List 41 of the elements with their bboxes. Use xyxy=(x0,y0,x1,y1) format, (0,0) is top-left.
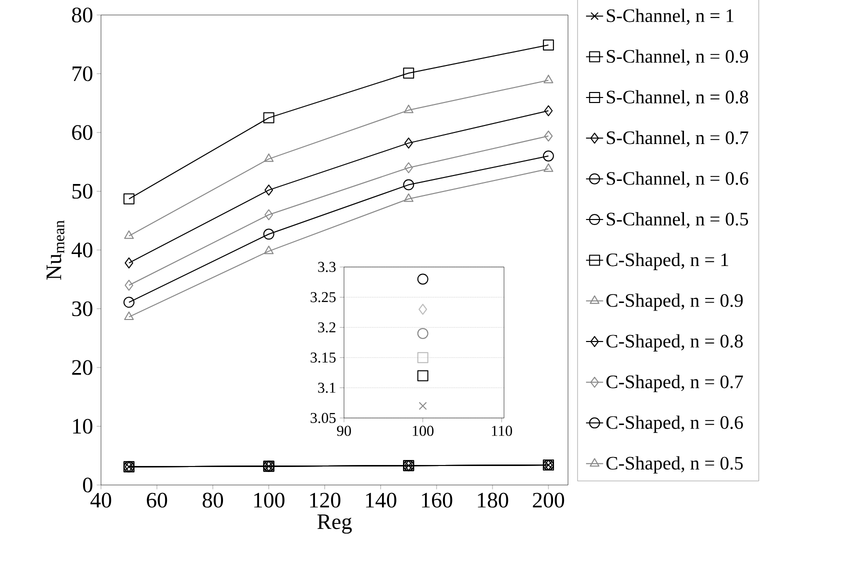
legend-label: C-Shaped, n = 0.9 xyxy=(606,294,743,311)
x-tick-label: 180 xyxy=(478,492,508,508)
y-tick-label: 70 xyxy=(72,66,92,82)
x-tick-label: 40 xyxy=(90,492,112,508)
y-tick-label: 3.05 xyxy=(310,412,336,424)
legend-label: S-Channel, n = 0.6 xyxy=(606,171,748,188)
x-tick-label: 100 xyxy=(412,426,434,436)
y-tick-label: 60 xyxy=(72,125,92,140)
y-tick-label: 80 xyxy=(72,8,92,22)
y-tick-label: 3.25 xyxy=(310,292,336,302)
x-tick-label: 140 xyxy=(366,492,396,508)
x-tick-label: 160 xyxy=(422,492,452,508)
y-tick-label: 50 xyxy=(72,184,92,199)
y-axis-title: Nu$_{mean}$ xyxy=(46,220,64,280)
legend-label: C-Shaped, n = 0.7 xyxy=(606,374,743,392)
legend-label: S-Channel, n = 0.5 xyxy=(606,212,748,228)
legend-label: C-Shaped, n = 0.6 xyxy=(606,416,743,433)
legend-label: C-Shaped, n = 0.5 xyxy=(606,456,743,474)
legend-label: S-Channel, n = 0.7 xyxy=(606,130,748,147)
legend-label: C-Shaped, n = 0.8 xyxy=(606,334,743,352)
legend-label: S-Channel, n = 0.9 xyxy=(606,49,748,66)
x-tick-label: 90 xyxy=(336,426,351,436)
y-tick-label: 3.15 xyxy=(310,352,336,363)
x-tick-label: 100 xyxy=(254,492,284,508)
y-tick-label: 40 xyxy=(72,242,92,258)
y-tick-label: 10 xyxy=(73,418,92,434)
y-tick-label: 20 xyxy=(72,360,92,375)
legend-label: S-Channel, n = 1 xyxy=(606,8,734,25)
y-tick-label: 0 xyxy=(83,478,92,492)
x-tick-label: 80 xyxy=(202,492,224,508)
legend-label: C-Shaped, n = 1 xyxy=(606,252,728,270)
x-tick-label: 110 xyxy=(492,426,512,436)
x-axis-title: Reg xyxy=(317,514,352,534)
y-tick-label: 3.2 xyxy=(318,322,336,332)
x-tick-label: 200 xyxy=(532,492,564,508)
y-tick-label: 30 xyxy=(72,301,92,316)
y-tick-label: 3.3 xyxy=(318,262,336,272)
x-tick-label: 60 xyxy=(146,492,168,508)
legend-label: S-Channel, n = 0.8 xyxy=(606,90,748,106)
x-tick-label: 120 xyxy=(310,492,340,508)
y-tick-label: 3.1 xyxy=(318,382,336,393)
